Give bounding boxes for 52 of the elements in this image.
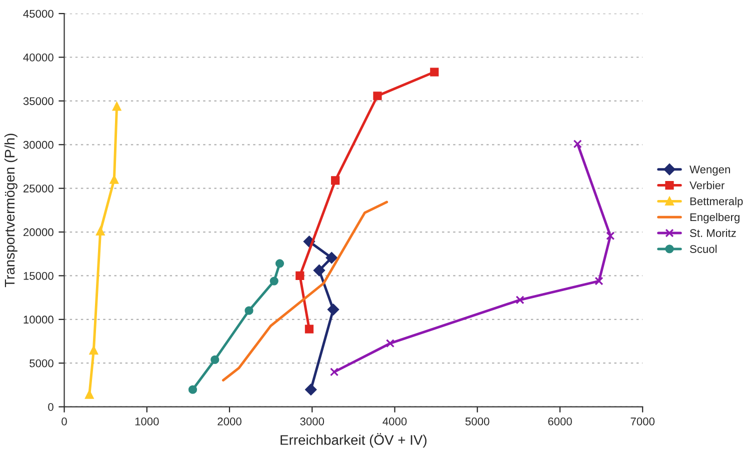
legend-label: Wengen (690, 166, 730, 176)
point (386, 339, 395, 348)
y-tick-label: 30000 (23, 140, 54, 149)
x-axis-title: Erreichbarkeit (ÖV + IV) (280, 433, 426, 448)
point (270, 276, 278, 286)
y-tick-label: 25000 (24, 184, 54, 192)
x-tick-label: 7000 (630, 418, 655, 426)
y-tick-label: 20000 (24, 228, 54, 236)
legend-label: Verbier (690, 181, 725, 190)
y-tick-label: 35000 (23, 97, 54, 106)
x-tick-label: 0 (62, 418, 67, 426)
point (96, 226, 105, 236)
point (606, 232, 615, 240)
x-tick-label: 1000 (135, 418, 159, 426)
point (112, 102, 122, 111)
legend-label: Engelberg (690, 212, 740, 224)
y-tick-label: 5000 (30, 359, 54, 368)
point (330, 368, 339, 376)
point (313, 264, 325, 276)
y-tick-label: 10000 (24, 316, 54, 324)
legend-label: St. Moritz (690, 228, 736, 238)
y-tick-label: 45000 (23, 10, 54, 18)
y-tick-label: 0 (48, 403, 54, 411)
point (304, 324, 314, 334)
point (296, 271, 304, 280)
point (328, 304, 340, 316)
point (326, 252, 338, 264)
legend-label: Bettmeralp (690, 197, 743, 208)
point (110, 175, 118, 184)
point (331, 176, 340, 185)
point (305, 384, 317, 396)
point (188, 385, 198, 394)
point (89, 346, 98, 355)
point (594, 276, 604, 286)
point (275, 259, 284, 268)
legend-label: Scuol (690, 244, 717, 253)
point (373, 92, 382, 100)
x-tick-label: 6000 (548, 418, 572, 426)
x-tick-label: 2000 (218, 418, 242, 426)
x-tick-label: 3000 (300, 418, 324, 426)
line-series (222, 200, 388, 382)
point (516, 296, 524, 304)
x-tick-label: 5000 (465, 418, 490, 426)
x-tick-label: 4000 (382, 418, 407, 426)
point (85, 390, 94, 399)
point (573, 140, 582, 148)
y-tick-label: 40000 (23, 54, 54, 62)
point (210, 355, 220, 364)
y-tick-label: 15000 (24, 272, 54, 280)
y-axis-title: Transportvermögen (P/h) (4, 134, 18, 288)
point (430, 68, 439, 76)
point (244, 306, 254, 315)
